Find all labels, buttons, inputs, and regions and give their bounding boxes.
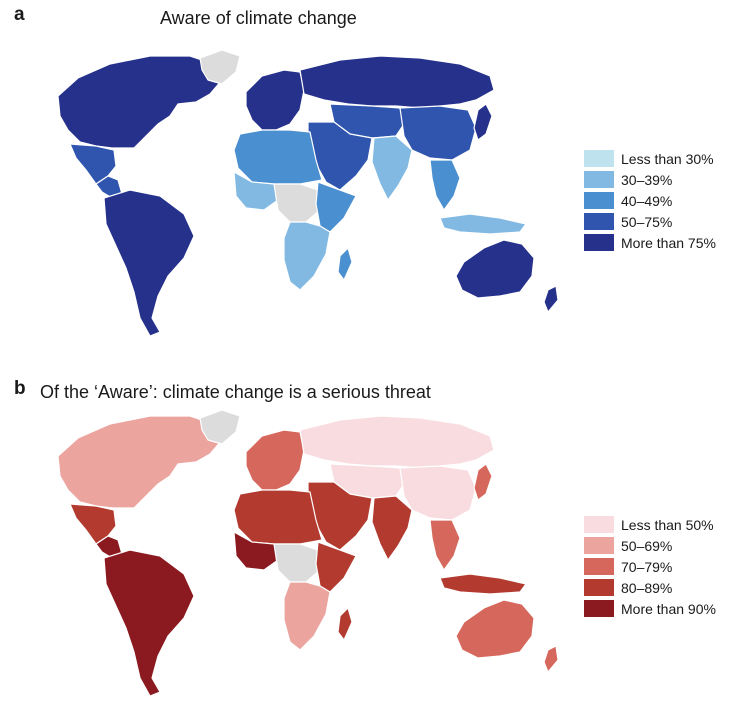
region-greenland — [199, 409, 241, 445]
legend: Less than 50% 50–69% 70–79% 80–89% More … — [584, 514, 716, 619]
legend-label: More than 90% — [621, 600, 716, 617]
panel-letter: a — [14, 4, 25, 25]
region-west-africa — [233, 171, 279, 211]
region-north-africa — [233, 489, 323, 545]
region-new-zealand — [543, 285, 559, 313]
region-indonesia — [439, 573, 527, 595]
legend-label: More than 75% — [621, 234, 716, 251]
panel-letter: b — [14, 378, 26, 399]
region-southeast-asia — [429, 519, 461, 571]
region-greenland — [199, 49, 241, 85]
region-madagascar — [337, 607, 353, 641]
legend-label: 70–79% — [621, 558, 673, 575]
region-north-africa — [233, 129, 323, 185]
legend-swatch — [584, 150, 614, 167]
panel-a: a Aware of climate change Less than 30% … — [14, 4, 716, 337]
legend-item: Less than 50% — [584, 514, 716, 535]
legend-label: 40–49% — [621, 192, 673, 209]
legend-label: 50–69% — [621, 537, 673, 554]
region-new-zealand — [543, 645, 559, 673]
region-madagascar — [337, 247, 353, 281]
region-north-america — [57, 415, 223, 509]
region-southern-africa — [283, 581, 331, 651]
region-russia — [299, 415, 495, 469]
legend-swatch — [584, 234, 614, 251]
region-south-america — [103, 189, 195, 337]
region-north-america — [57, 55, 223, 149]
region-india — [371, 495, 413, 561]
legend-swatch — [584, 171, 614, 188]
legend-swatch — [584, 192, 614, 209]
legend-label: Less than 30% — [621, 150, 714, 167]
legend-swatch — [584, 516, 614, 533]
legend-swatch — [584, 558, 614, 575]
region-east-africa — [315, 181, 357, 233]
region-indonesia — [439, 213, 527, 235]
region-china — [399, 465, 477, 521]
region-russia — [299, 55, 495, 109]
legend-swatch — [584, 213, 614, 230]
legend-item: More than 75% — [584, 232, 716, 253]
region-southeast-asia — [429, 159, 461, 211]
region-east-africa — [315, 541, 357, 593]
legend-item: Less than 30% — [584, 148, 716, 169]
region-australia — [455, 239, 535, 299]
legend-item: 50–69% — [584, 535, 716, 556]
legend: Less than 30% 30–39% 40–49% 50–75% More … — [584, 148, 716, 253]
region-southern-africa — [283, 221, 331, 291]
panel-title: Aware of climate change — [160, 8, 357, 28]
legend-swatch — [584, 579, 614, 596]
legend-item: 30–39% — [584, 169, 716, 190]
legend-swatch — [584, 600, 614, 617]
region-japan — [473, 103, 493, 141]
legend-item: 70–79% — [584, 556, 716, 577]
region-japan — [473, 463, 493, 501]
region-india — [371, 135, 413, 201]
legend-item: More than 90% — [584, 598, 716, 619]
region-central-africa — [273, 543, 321, 583]
world-map-aware — [57, 49, 559, 337]
region-western-europe — [245, 69, 305, 131]
region-china — [399, 105, 477, 161]
legend-swatch — [584, 537, 614, 554]
region-central-africa — [273, 183, 321, 223]
region-australia — [455, 599, 535, 659]
legend-label: 30–39% — [621, 171, 673, 188]
region-western-europe — [245, 429, 305, 491]
legend-label: Less than 50% — [621, 516, 714, 533]
panel-title: Of the ‘Aware’: climate change is a seri… — [40, 382, 431, 402]
legend-item: 50–75% — [584, 211, 716, 232]
region-south-america — [103, 549, 195, 697]
legend-item: 40–49% — [584, 190, 716, 211]
panel-b: b Of the ‘Aware’: climate change is a se… — [0, 360, 750, 720]
legend-label: 50–75% — [621, 213, 673, 230]
region-west-africa — [233, 531, 279, 571]
legend-label: 80–89% — [621, 579, 673, 596]
world-map-serious-threat — [57, 409, 559, 697]
legend-item: 80–89% — [584, 577, 716, 598]
